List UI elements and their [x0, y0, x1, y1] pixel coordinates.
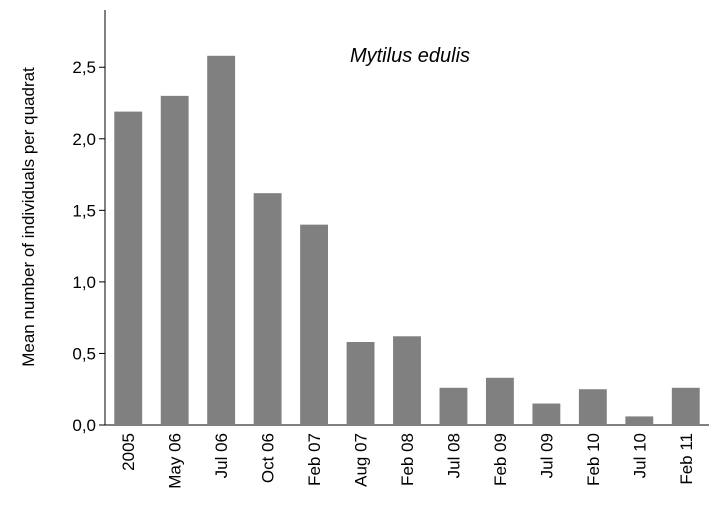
- bar: [393, 336, 421, 425]
- x-tick-label: Jul 09: [537, 433, 556, 478]
- x-tick-label: Feb 08: [398, 433, 417, 486]
- y-tick-label: 0,5: [72, 344, 96, 363]
- x-tick-label: Jul 10: [630, 433, 649, 478]
- bar: [207, 55, 236, 426]
- x-tick-label: Jul 08: [444, 433, 463, 478]
- y-tick-label: 1,5: [72, 201, 96, 220]
- bar: [578, 389, 607, 425]
- y-tick-label: 2,5: [72, 58, 96, 77]
- x-tick-label: 2005: [119, 433, 138, 471]
- bar: [671, 387, 700, 425]
- bar: [160, 95, 189, 426]
- y-tick-label: 0,0: [72, 416, 96, 435]
- x-tick-label: Jul 06: [212, 433, 231, 478]
- chart-title: Mytilus edulis: [350, 45, 470, 67]
- bar: [253, 193, 282, 425]
- y-tick-label: 1,0: [72, 273, 96, 292]
- bar: [625, 416, 654, 425]
- x-tick-label: Feb 09: [491, 433, 510, 486]
- x-tick-label: May 06: [166, 433, 185, 489]
- x-tick-label: Oct 06: [259, 433, 278, 483]
- x-tick-label: Aug 07: [352, 433, 371, 487]
- y-axis-label: Mean number of individuals per quadrat: [19, 67, 38, 367]
- x-tick-label: Feb 07: [305, 433, 324, 486]
- bar: [346, 342, 375, 425]
- x-tick-label: Feb 10: [584, 433, 603, 486]
- bar: [532, 403, 561, 425]
- bar: [439, 387, 468, 425]
- x-tick-label: Feb 11: [677, 433, 696, 485]
- y-tick-label: 2,0: [72, 130, 96, 149]
- bar: [485, 377, 514, 425]
- bar: [300, 224, 329, 425]
- bar: [114, 111, 143, 425]
